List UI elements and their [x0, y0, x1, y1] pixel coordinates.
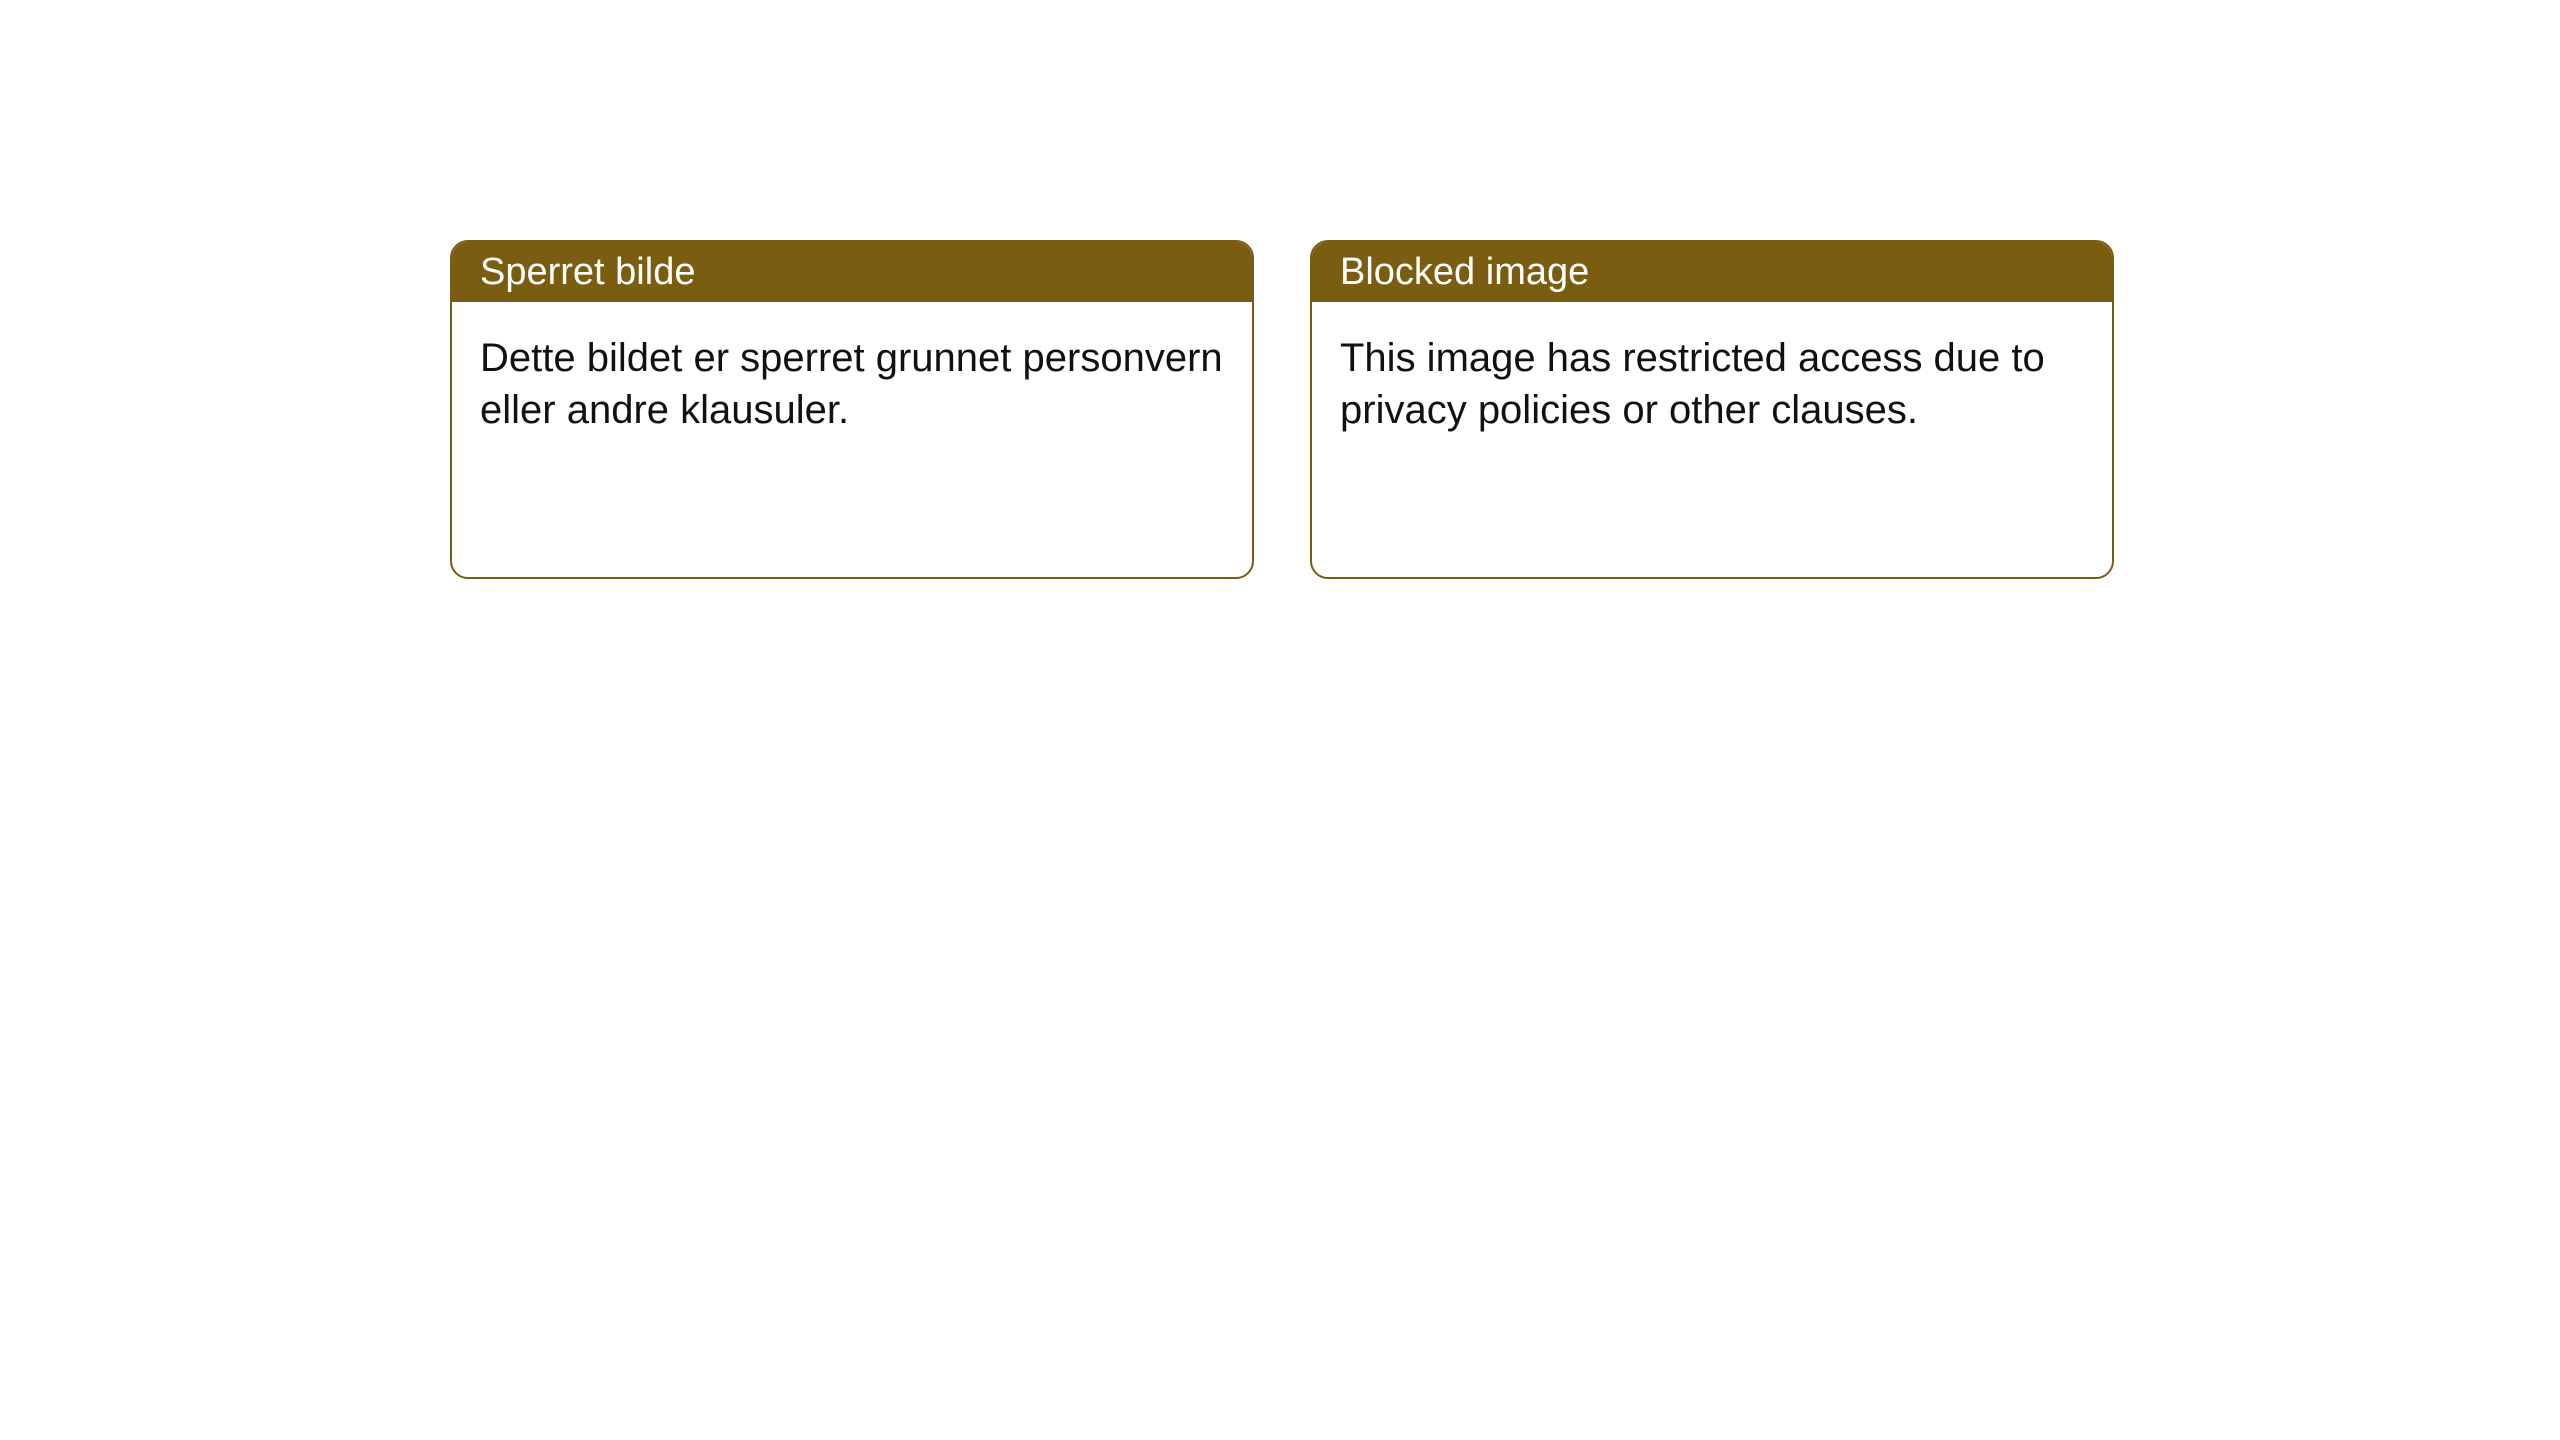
notice-body-english: This image has restricted access due to … [1312, 302, 2112, 466]
notice-body-norwegian: Dette bildet er sperret grunnet personve… [452, 302, 1252, 466]
notice-box-english: Blocked image This image has restricted … [1310, 240, 2114, 579]
notice-box-norwegian: Sperret bilde Dette bildet er sperret gr… [450, 240, 1254, 579]
notice-header-norwegian: Sperret bilde [452, 242, 1252, 302]
notice-header-english: Blocked image [1312, 242, 2112, 302]
blocked-image-notices: Sperret bilde Dette bildet er sperret gr… [0, 0, 2560, 579]
